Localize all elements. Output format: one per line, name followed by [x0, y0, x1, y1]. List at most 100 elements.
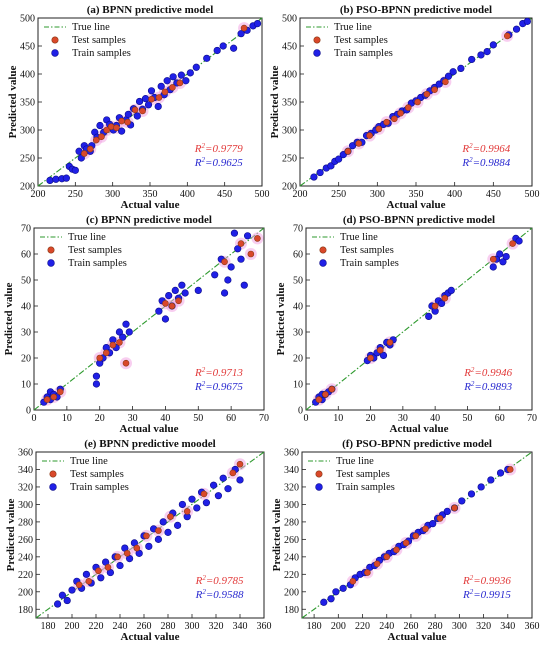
legend-train-marker	[47, 259, 55, 267]
legend-test-marker	[313, 36, 321, 44]
test-point	[383, 553, 391, 561]
train-point	[147, 87, 156, 95]
r2-train-annotation: R2=0.9915	[462, 588, 511, 601]
y-axis-label: Predicted value	[3, 282, 15, 355]
x-tick-label: 260	[137, 621, 152, 632]
test-point	[122, 359, 130, 367]
y-tick-label: 250	[282, 154, 297, 165]
legend-test-label: Test samples	[72, 35, 126, 46]
test-point	[436, 515, 444, 522]
y-tick-label: 300	[20, 126, 35, 137]
y-tick-label: 500	[20, 14, 35, 25]
y-tick-label: 20	[293, 354, 303, 365]
y-tick-label: 180	[284, 605, 299, 616]
train-point	[444, 72, 453, 80]
train-point	[211, 271, 219, 279]
train-point	[240, 281, 248, 289]
train-point	[182, 77, 190, 85]
train-point	[477, 51, 485, 59]
chart-panel-3: (d) PSO-BPNN predictive model 0 10 20 30 40 50…	[275, 214, 537, 435]
test-point	[503, 32, 511, 40]
r2-test-value: =0.9713	[205, 367, 243, 379]
r2-train-annotation: R2=0.9675	[194, 380, 243, 393]
train-point	[327, 595, 335, 603]
train-point	[53, 600, 62, 608]
train-point	[194, 286, 202, 295]
test-point	[161, 88, 169, 96]
train-point	[489, 263, 497, 271]
train-point	[213, 46, 221, 55]
x-axis-label: Actual value	[388, 631, 447, 643]
legend-true-line-label: True line	[336, 456, 374, 467]
train-point	[496, 250, 504, 258]
y-tick-label: 350	[282, 98, 297, 109]
test-point	[397, 109, 404, 117]
test-point	[366, 132, 373, 139]
x-tick-label: 250	[68, 189, 83, 200]
train-point	[219, 42, 227, 50]
legend-test-marker	[319, 246, 327, 254]
test-point	[373, 560, 381, 568]
train-point	[144, 101, 153, 109]
test-point	[431, 86, 438, 93]
test-point	[393, 546, 400, 554]
train-point	[68, 586, 76, 594]
test-point	[367, 354, 374, 362]
legend-true-line-label: True line	[334, 22, 372, 33]
x-axis-label: Actual value	[120, 423, 179, 435]
r2-test-value: =0.9785	[206, 575, 244, 587]
x-tick-label: 10	[333, 413, 343, 424]
r2-train-value: =0.9884	[473, 157, 511, 169]
train-point	[230, 229, 239, 237]
legend-train-marker	[49, 483, 57, 491]
train-point	[155, 307, 163, 315]
x-tick-label: 400	[447, 189, 462, 200]
x-tick-label: 300	[452, 621, 467, 632]
train-point	[169, 73, 177, 81]
train-point	[125, 328, 133, 336]
x-tick-label: 30	[128, 413, 138, 424]
train-point	[220, 289, 229, 297]
train-point	[192, 63, 200, 71]
r2-train-value: =0.9588	[206, 589, 244, 601]
y-tick-label: 0	[298, 406, 303, 417]
test-point	[344, 147, 352, 155]
test-point	[402, 539, 410, 547]
y-tick-label: 10	[21, 380, 31, 391]
y-tick-label: 200	[282, 182, 297, 193]
train-point	[186, 69, 194, 77]
test-point	[103, 126, 110, 134]
train-point	[499, 258, 507, 266]
y-tick-label: 60	[21, 250, 31, 261]
x-tick-label: 180	[307, 621, 322, 632]
x-tick-label: 350	[143, 189, 158, 200]
train-point	[339, 584, 347, 592]
test-point	[175, 297, 182, 305]
x-tick-label: 360	[525, 621, 540, 632]
test-point	[85, 578, 93, 585]
test-point	[412, 532, 420, 540]
test-point	[96, 354, 104, 362]
y-tick-label: 20	[21, 354, 31, 365]
train-point	[483, 47, 491, 56]
train-point	[177, 71, 185, 79]
train-point	[133, 112, 141, 120]
test-point	[95, 567, 102, 575]
train-point	[97, 574, 105, 582]
train-point	[234, 245, 242, 253]
r2-test-annotation: R2=0.9946	[463, 366, 512, 379]
test-point	[139, 107, 146, 115]
x-tick-label: 250	[331, 189, 346, 200]
train-point	[316, 168, 324, 177]
chart-title: (f) PSO-BPNN predictive model	[342, 438, 492, 450]
test-point	[391, 115, 398, 123]
chart-title: (a) BPNN predictive model	[87, 4, 214, 16]
train-point	[46, 176, 54, 184]
r2-train-annotation: R2=0.9884	[461, 156, 510, 169]
test-point	[349, 578, 357, 585]
y-tick-label: 360	[18, 448, 33, 459]
x-tick-label: 450	[217, 189, 232, 200]
y-tick-label: 360	[284, 448, 299, 459]
train-point	[224, 485, 232, 493]
train-point	[62, 174, 70, 182]
